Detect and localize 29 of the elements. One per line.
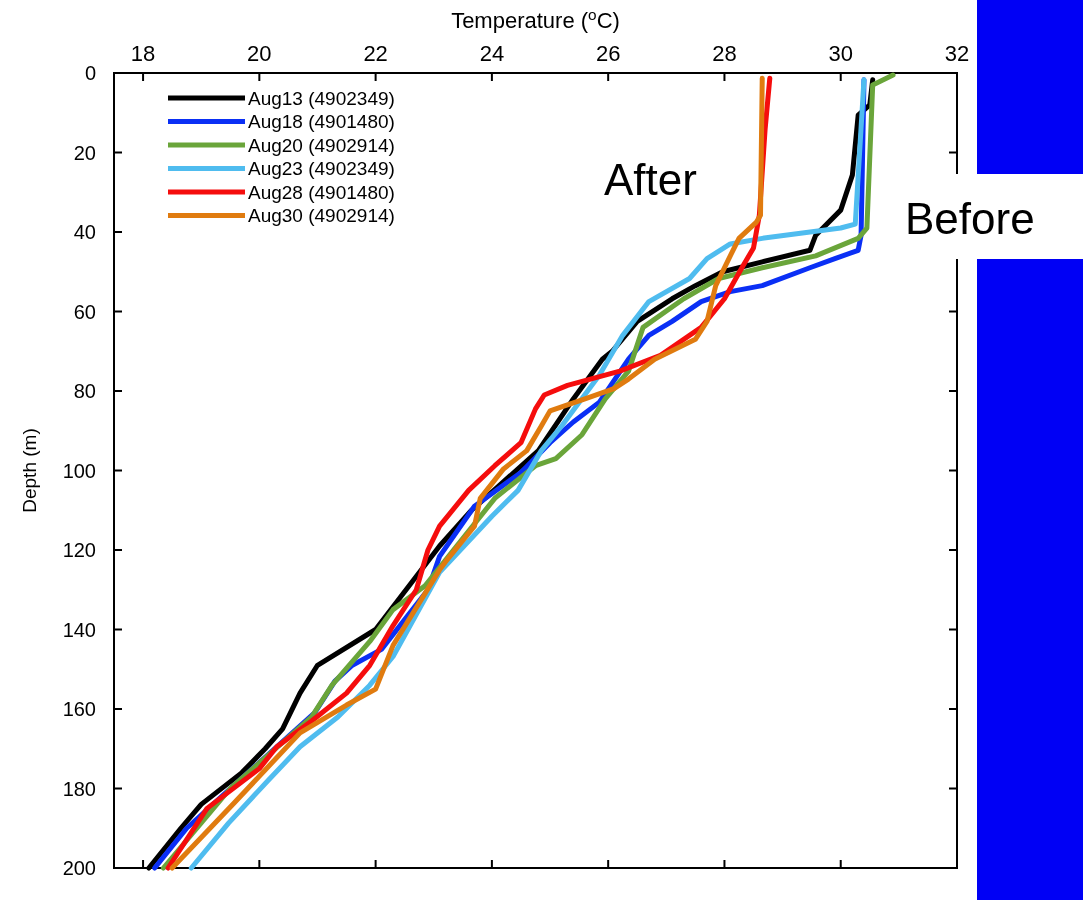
- legend-label: Aug30 (4902914): [248, 205, 395, 227]
- x-tick-label: 24: [479, 41, 505, 66]
- y-tick-label: 20: [73, 141, 96, 164]
- x-tick-label: 22: [363, 41, 388, 66]
- legend-label: Aug20 (4902914): [248, 134, 395, 156]
- annotation: Before: [905, 194, 1035, 243]
- y-tick-label: 80: [73, 380, 96, 402]
- y-tick-label: 200: [62, 857, 96, 879]
- x-tick-label: 28: [712, 41, 737, 66]
- x-tick-label: 18: [130, 41, 156, 66]
- x-tick-label: 32: [944, 41, 970, 66]
- y-tick-label: 40: [73, 221, 96, 243]
- y-tick-label: 180: [62, 777, 96, 800]
- y-axis-title: Depth (m): [19, 428, 40, 513]
- x-tick-label: 26: [595, 41, 621, 66]
- y-tick-label: 60: [73, 300, 96, 323]
- x-axis-title: Temperature ($^{o}$C): [451, 5, 620, 33]
- legend-label: Aug28 (4901480): [248, 181, 395, 203]
- y-tick-label: 120: [62, 539, 96, 561]
- legend-label: Aug18 (4901480): [248, 111, 395, 133]
- annotation: After: [604, 155, 697, 204]
- x-tick-label: 30: [828, 41, 853, 66]
- y-tick-label: 100: [62, 459, 96, 482]
- legend-label: Aug23 (4902349): [248, 158, 395, 180]
- y-tick-label: 0: [84, 62, 96, 84]
- x-tick-label: 20: [247, 41, 272, 66]
- legend-label: Aug13 (4902349): [248, 87, 395, 109]
- y-tick-label: 140: [62, 618, 96, 641]
- y-tick-label: 160: [62, 698, 96, 720]
